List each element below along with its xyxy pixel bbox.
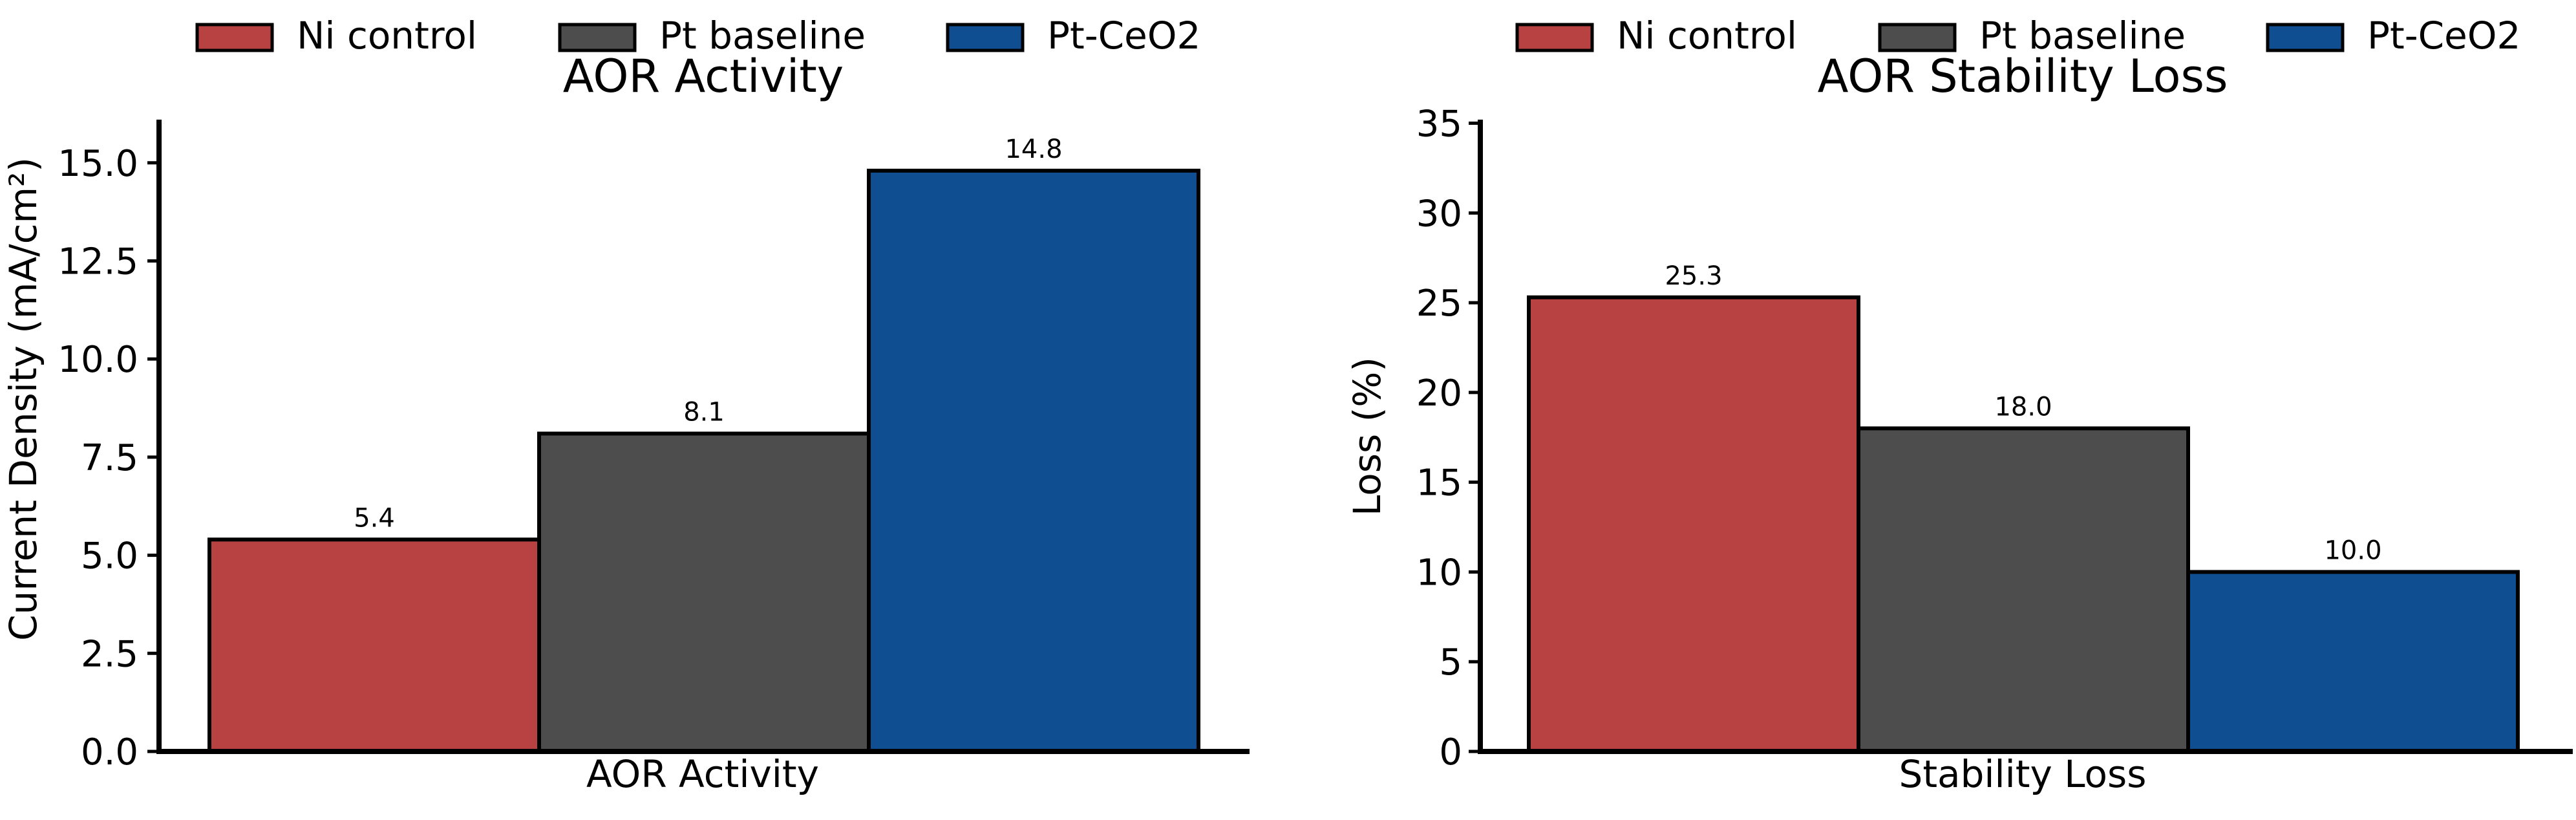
y-tick-label: 15.0 [58, 143, 138, 185]
data-label: 14.8 [1005, 135, 1062, 164]
y-tick-label: 25 [1416, 283, 1462, 325]
y-tick-label: 12.5 [58, 241, 138, 283]
y-tick-label: 2.5 [81, 633, 138, 675]
data-label: 5.4 [354, 503, 395, 533]
y-tick-label: 5 [1439, 642, 1462, 684]
y-tick-label: 10 [1416, 552, 1462, 594]
y-tick-label: 0.0 [81, 731, 138, 773]
x-tick-label: Stability Loss [1899, 752, 2147, 796]
y-axis-label: Loss (%) [1345, 357, 1389, 516]
legend-swatch [558, 23, 637, 52]
legend-label: Pt-CeO2 [2367, 14, 2520, 58]
legend-label: Pt baseline [659, 14, 866, 58]
bar [2186, 570, 2520, 753]
y-tick-label: 7.5 [81, 437, 138, 479]
legend-swatch [1515, 23, 1594, 52]
data-label: 8.1 [683, 397, 725, 427]
legend-label: Ni control [1617, 14, 1797, 58]
bar [1527, 295, 1860, 753]
data-label: 18.0 [1994, 392, 2052, 422]
y-tick-label: 0 [1439, 731, 1462, 773]
y-axis-label: Current Density (mA/cm²) [1, 157, 45, 641]
legend-label: Ni control [297, 14, 477, 58]
chart-aor-activity: Ni control Pt baseline Pt-CeO2 AOR Activity… [1, 14, 1250, 796]
y-tick-label: 30 [1416, 193, 1462, 235]
bar [867, 168, 1200, 753]
bar [208, 537, 541, 753]
legend-swatch [1878, 23, 1957, 52]
chart-title: AOR Activity [563, 50, 844, 103]
bar [1857, 426, 2190, 753]
legend-swatch [946, 23, 1025, 52]
data-label: 10.0 [2324, 535, 2381, 565]
chart-stability-loss: Ni control Pt baseline Pt-CeO2 AOR Stabilit… [1345, 14, 2573, 796]
y-tick-label: 20 [1416, 372, 1462, 415]
y-tick-label: 15 [1416, 462, 1462, 504]
legend-label: Pt-CeO2 [1047, 14, 1200, 58]
y-tick-label: 10.0 [58, 339, 138, 381]
y-tick-label: 35 [1416, 103, 1462, 146]
y-tick-label: 5.0 [81, 535, 138, 577]
legend-label: Pt baseline [1979, 14, 2186, 58]
legend-swatch [2266, 23, 2345, 52]
bar [537, 431, 871, 753]
legend-swatch [195, 23, 274, 52]
data-label: 25.3 [1665, 261, 1722, 291]
x-tick-label: AOR Activity [586, 752, 819, 796]
chart-title: AOR Stability Loss [1818, 50, 2228, 103]
